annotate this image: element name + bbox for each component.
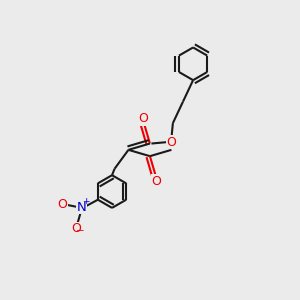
Text: O: O — [167, 136, 176, 148]
Text: +: + — [82, 197, 90, 206]
Text: −: − — [76, 226, 85, 236]
Text: O: O — [71, 222, 81, 235]
Text: O: O — [139, 112, 148, 125]
Text: O: O — [151, 175, 161, 188]
Text: N: N — [76, 201, 86, 214]
Text: O: O — [58, 198, 68, 211]
